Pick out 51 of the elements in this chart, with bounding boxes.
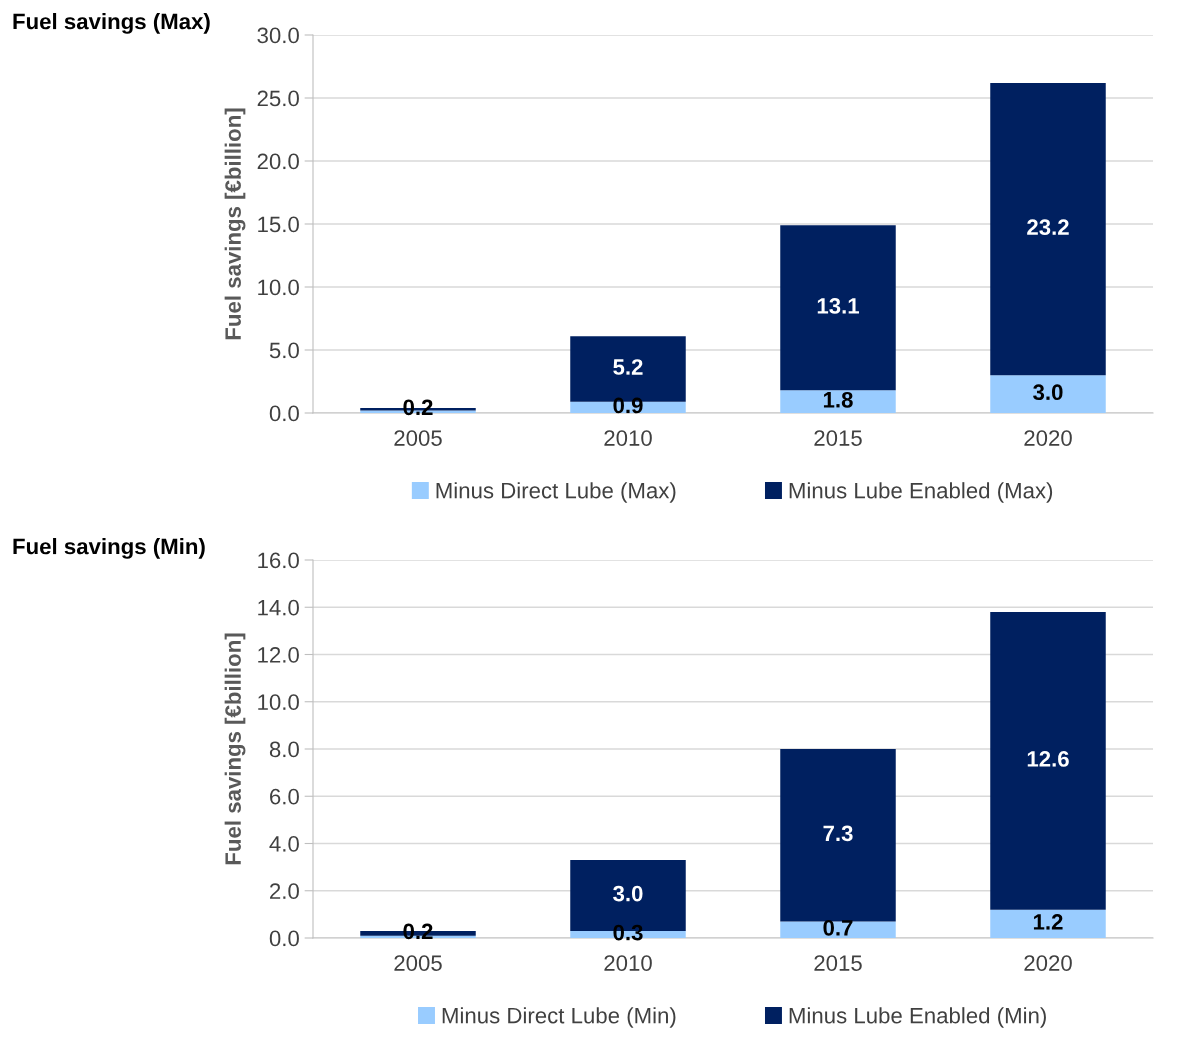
y-tick-label: 5.0 xyxy=(269,342,299,359)
x-tick-label: 2015 xyxy=(814,955,862,971)
y-tick-label: 14.0 xyxy=(258,599,299,616)
y-tick-label: 25.0 xyxy=(257,90,299,107)
x-tick-label: 2015 xyxy=(814,430,862,446)
text: Fuel savings (Min) xyxy=(13,538,205,559)
data-label: 13.1 xyxy=(817,298,860,314)
data-label: 23.2 xyxy=(1027,219,1069,236)
data-label: 5.2 xyxy=(613,359,643,375)
bar xyxy=(990,82,1106,376)
data-label: 3.0 xyxy=(613,885,643,902)
x-tick-label: 2020 xyxy=(1024,430,1072,446)
text: Fuel savings (Max) xyxy=(13,13,210,34)
bar xyxy=(780,390,896,413)
legend-label: Minus Lube Enabled (Min) xyxy=(789,1007,1046,1028)
y-tick-label: 16.0 xyxy=(258,552,299,569)
bar xyxy=(780,921,896,938)
y-tick-label: 30.0 xyxy=(257,27,299,44)
legend-label: Minus Lube Enabled (Max) xyxy=(789,482,1053,503)
y-tick-label: 10.0 xyxy=(258,694,299,711)
data-label: 1.8 xyxy=(823,391,853,408)
x-tick-label: 2010 xyxy=(604,955,652,971)
data-label: 0.9 xyxy=(613,397,643,414)
bar xyxy=(780,749,896,922)
y-tick-label: 6.0 xyxy=(270,788,299,805)
x-tick-label: 2005 xyxy=(394,430,442,446)
x-tick-label: 2010 xyxy=(604,430,652,446)
y-tick-label: 15.0 xyxy=(258,216,299,233)
y-tick-label: 0.0 xyxy=(269,405,299,422)
legend-label: Minus Direct Lube (Max) xyxy=(436,482,676,503)
y-tick-label: 8.0 xyxy=(269,741,299,758)
y-tick-label: 0.0 xyxy=(269,930,299,947)
y-tick-label: 12.0 xyxy=(258,647,299,663)
x-tick-label: 2020 xyxy=(1024,955,1072,971)
y-tick-label: 20.0 xyxy=(257,153,299,170)
y-tick-label: 2.0 xyxy=(270,883,299,900)
data-label: 7.3 xyxy=(823,825,853,842)
y-axis-title: Fuel savings [€billion] xyxy=(224,108,246,340)
bar xyxy=(990,909,1106,938)
data-label: 1.2 xyxy=(1033,914,1063,930)
bar xyxy=(990,375,1106,413)
data-label: 0.7 xyxy=(823,919,853,936)
y-axis-title: Fuel savings [€billion] xyxy=(224,633,246,865)
data-label: 12.6 xyxy=(1027,751,1069,767)
data-label: 3.0 xyxy=(1033,384,1063,401)
x-tick-label: 2005 xyxy=(394,955,442,971)
y-tick-label: 10.0 xyxy=(258,279,299,296)
y-tick-label: 4.0 xyxy=(269,836,299,852)
bar xyxy=(990,611,1106,910)
bar xyxy=(780,225,896,391)
legend-label: Minus Direct Lube (Min) xyxy=(442,1007,676,1028)
